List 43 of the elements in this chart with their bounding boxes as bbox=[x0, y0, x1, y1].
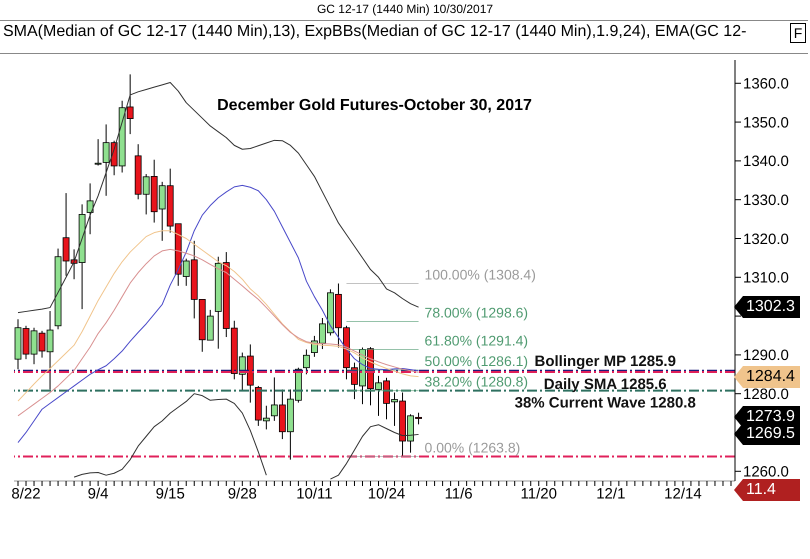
y-tick-label: 1260.0 bbox=[743, 464, 789, 481]
x-tick-label: 9/15 bbox=[156, 486, 185, 503]
line-series bbox=[18, 248, 420, 416]
text: 1302.3 bbox=[746, 298, 795, 316]
ref-line-label: 0.00% (1263.8) bbox=[424, 440, 520, 456]
candlestick bbox=[303, 348, 310, 375]
y-tick-label: 1310.0 bbox=[743, 270, 789, 287]
y-tick-label: 1320.0 bbox=[743, 230, 789, 248]
ref-line-label: Daily SMA 1285.6 bbox=[544, 376, 667, 393]
text: December Gold Futures-October 30, 2017 bbox=[216, 97, 533, 115]
x-tick-label: 11/20 bbox=[520, 486, 557, 503]
ref-line-label: 38.20% (1280.8) bbox=[424, 374, 528, 390]
x-tick-label: 12/14 bbox=[664, 486, 702, 503]
x-tick-label: 9/28 bbox=[228, 486, 257, 503]
text: 1269.5 bbox=[746, 425, 795, 444]
y-tick-label: 1280.0 bbox=[743, 386, 789, 404]
candlestick bbox=[94, 138, 102, 166]
text: 1273.9 bbox=[746, 408, 795, 426]
line-series bbox=[18, 184, 420, 444]
candlestick bbox=[86, 182, 94, 235]
text: 1284.4 bbox=[746, 368, 795, 386]
ref-line-label: Bollinger MP 1285.9 bbox=[534, 352, 676, 370]
ref-line-label: 78.00% (1298.6) bbox=[424, 304, 528, 321]
ref-line-label: 50.00% (1286.1) bbox=[424, 353, 528, 370]
f-button: F bbox=[790, 23, 806, 43]
text: SMA(Median of GC 12-17 (1440 Min),13), ExpBBs(Median of GC 12-17 (1440 Min),1.9,24), EMA(GC 12- bbox=[3, 23, 746, 41]
y-tick-label: 1360.0 bbox=[743, 76, 789, 93]
x-tick-label: 12/1 bbox=[596, 486, 626, 503]
x-tick-label: 11/6 bbox=[444, 486, 473, 503]
y-tick-label: 1350.0 bbox=[743, 114, 789, 132]
x-tick-label: 10/24 bbox=[368, 486, 406, 503]
chart-subtitle: GC 12-17 (1440 Min) 10/30/2017 bbox=[316, 2, 494, 16]
text: 11.4 bbox=[746, 481, 776, 499]
x-tick-label: 8/22 bbox=[11, 486, 41, 503]
ref-line-label: 61.80% (1291.4) bbox=[424, 332, 528, 348]
ref-line-label: 100.00% (1308.4) bbox=[424, 266, 536, 282]
y-tick-label: 1290.0 bbox=[743, 347, 789, 364]
y-tick-label: 1340.0 bbox=[743, 153, 789, 170]
x-tick-label: 9/4 bbox=[88, 486, 109, 503]
ref-line-label: 38% Current Wave 1280.8 bbox=[514, 394, 696, 412]
line-series bbox=[18, 230, 420, 402]
y-tick-label: 1330.0 bbox=[743, 192, 789, 210]
x-tick-label: 10/11 bbox=[296, 486, 333, 503]
